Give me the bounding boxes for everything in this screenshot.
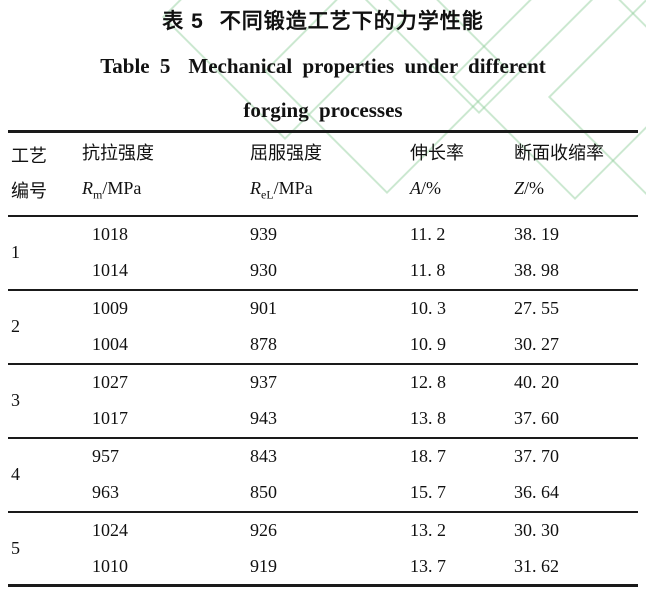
cell-elongation: 12. 8 bbox=[410, 372, 446, 392]
process-number: 3 bbox=[11, 390, 20, 410]
cell-reduction: 30. 30 bbox=[514, 520, 559, 540]
cell-rm: 1014 bbox=[92, 260, 128, 280]
cell-rm: 1027 bbox=[92, 372, 128, 392]
cell-rm: 1024 bbox=[92, 520, 128, 540]
cell-rel: 878 bbox=[250, 334, 277, 354]
caption-zh-label: 表 5 bbox=[162, 10, 204, 33]
cell-rel: 901 bbox=[250, 298, 277, 318]
cell-reduction: 27. 55 bbox=[514, 298, 559, 318]
cell-rm: 963 bbox=[92, 482, 119, 502]
mechanical-properties-table: 工艺 编号 抗拉强度 Rm/MPa 屈服强度 ReL/MPa 伸长率 A/% 断… bbox=[8, 130, 638, 587]
table-row: 1014 930 11. 8 38. 98 bbox=[8, 253, 638, 290]
col-header-yield-strength: 屈服强度 ReL/MPa bbox=[250, 142, 322, 202]
table-row: 963 850 15. 7 36. 64 bbox=[8, 475, 638, 512]
cell-rel: 937 bbox=[250, 372, 277, 392]
cell-elongation: 11. 2 bbox=[410, 224, 446, 244]
cell-elongation: 13. 2 bbox=[410, 520, 446, 540]
cell-elongation: 11. 8 bbox=[410, 260, 446, 280]
cell-rm: 1017 bbox=[92, 408, 128, 428]
cell-rm: 1018 bbox=[92, 224, 128, 244]
cell-elongation: 18. 7 bbox=[410, 446, 446, 466]
table-row: 1017 943 13. 8 37. 60 bbox=[8, 401, 638, 438]
table-row: 1004 878 10. 9 30. 27 bbox=[8, 327, 638, 364]
col-header-elongation: 伸长率 A/% bbox=[410, 142, 464, 198]
cell-elongation: 10. 3 bbox=[410, 298, 446, 318]
table-row: 2 1009 901 10. 3 27. 55 bbox=[8, 289, 638, 336]
caption-en-text: Mechanical properties under different bbox=[188, 54, 546, 78]
cell-reduction: 37. 70 bbox=[514, 446, 559, 466]
cell-rm: 1004 bbox=[92, 334, 128, 354]
table-row: 1010 919 13. 7 31. 62 bbox=[8, 549, 638, 586]
cell-rm: 1009 bbox=[92, 298, 128, 318]
caption-en-line2: forging processes bbox=[243, 98, 403, 122]
header-row: 工艺 编号 抗拉强度 Rm/MPa 屈服强度 ReL/MPa 伸长率 A/% 断… bbox=[8, 132, 638, 216]
cell-reduction: 38. 19 bbox=[514, 224, 559, 244]
cell-rm: 957 bbox=[92, 446, 119, 466]
cell-reduction: 31. 62 bbox=[514, 555, 559, 576]
cell-rel: 850 bbox=[250, 482, 277, 502]
caption-zh: 表 5 不同锻造工艺下的力学性能 bbox=[0, 9, 646, 35]
caption-zh-text: 不同锻造工艺下的力学性能 bbox=[219, 10, 484, 33]
cell-rel: 919 bbox=[250, 555, 277, 576]
cell-rel: 939 bbox=[250, 224, 277, 244]
table-body: 1 1018 939 11. 2 38. 19 1014 930 11. 8 3… bbox=[8, 215, 638, 586]
cell-rm: 1010 bbox=[92, 555, 128, 576]
table-row: 3 1027 937 12. 8 40. 20 bbox=[8, 363, 638, 410]
cell-elongation: 13. 8 bbox=[410, 408, 446, 428]
cell-reduction: 38. 98 bbox=[514, 260, 559, 280]
table-row: 4 957 843 18. 7 37. 70 bbox=[8, 437, 638, 484]
process-number: 5 bbox=[11, 537, 20, 558]
table-header: 工艺 编号 抗拉强度 Rm/MPa 屈服强度 ReL/MPa 伸长率 A/% 断… bbox=[8, 132, 638, 216]
cell-reduction: 30. 27 bbox=[514, 334, 559, 354]
cell-rel: 943 bbox=[250, 408, 277, 428]
col-header-reduction-of-area: 断面收缩率 Z/% bbox=[514, 142, 604, 198]
caption-en-label: Table 5 bbox=[100, 54, 171, 78]
cell-elongation: 10. 9 bbox=[410, 334, 446, 354]
col-header-process: 工艺 编号 bbox=[11, 146, 47, 202]
cell-reduction: 40. 20 bbox=[514, 372, 559, 392]
cell-reduction: 37. 60 bbox=[514, 408, 559, 428]
table-row: 1 1018 939 11. 2 38. 19 bbox=[8, 215, 638, 262]
cell-rel: 926 bbox=[250, 520, 277, 540]
process-number: 2 bbox=[11, 316, 20, 336]
table-caption: 表 5 不同锻造工艺下的力学性能 Table 5 Mechanical proper… bbox=[0, 0, 646, 123]
cell-elongation: 15. 7 bbox=[410, 482, 446, 502]
process-number: 1 bbox=[11, 242, 20, 262]
col-header-tensile-strength: 抗拉强度 Rm/MPa bbox=[82, 142, 154, 202]
caption-en-line1: Table 5 Mechanical properties under diffe… bbox=[0, 53, 646, 79]
cell-elongation: 13. 7 bbox=[410, 555, 446, 576]
table-row: 5 1024 926 13. 2 30. 30 bbox=[8, 511, 638, 558]
cell-rel: 843 bbox=[250, 446, 277, 466]
process-number: 4 bbox=[11, 464, 20, 484]
cell-rel: 930 bbox=[250, 260, 277, 280]
cell-reduction: 36. 64 bbox=[514, 482, 559, 502]
